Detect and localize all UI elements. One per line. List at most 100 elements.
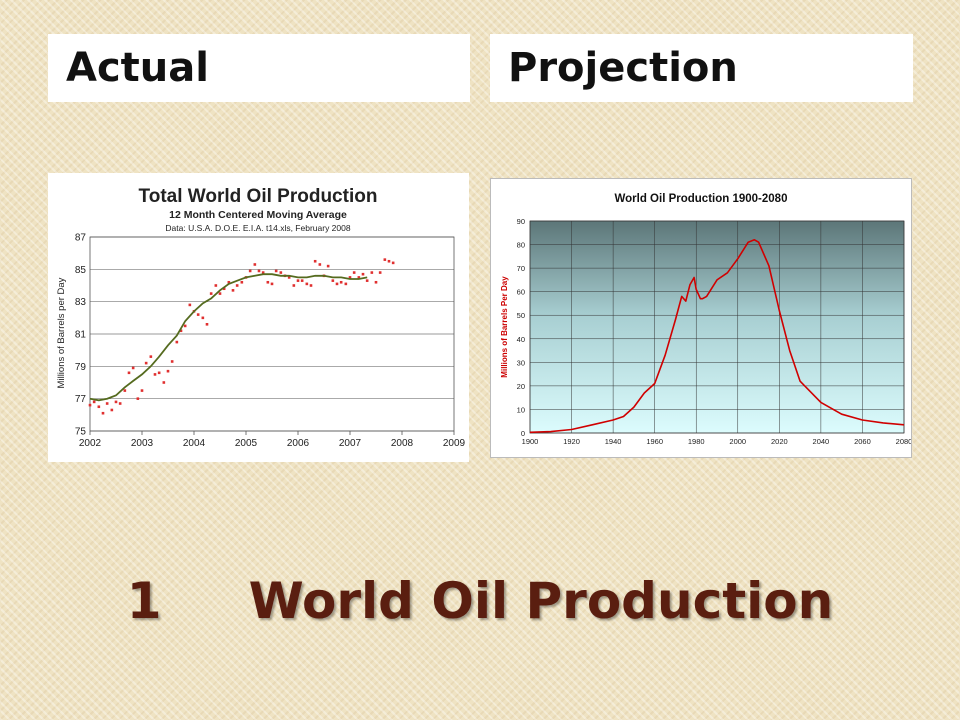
data-point [344, 282, 348, 286]
header-actual-label: Actual [66, 45, 209, 91]
data-point [300, 279, 304, 282]
data-point [383, 258, 387, 261]
data-point [97, 405, 101, 409]
data-point [127, 371, 131, 375]
data-point [261, 271, 265, 274]
x-tick-label: 2005 [235, 438, 258, 449]
data-point [339, 280, 343, 284]
data-point [326, 264, 330, 268]
chart-subtitle: 12 Month Centered Moving Average [169, 209, 347, 221]
data-point [227, 280, 231, 284]
moving-average-line [89, 273, 368, 402]
data-point [235, 284, 239, 287]
data-point [309, 284, 313, 287]
x-tick-label: 2060 [854, 437, 871, 446]
y-tick-label: 77 [75, 394, 87, 405]
data-point [149, 355, 153, 358]
x-tick-label: 2020 [771, 437, 788, 446]
y-tick-label: 81 [75, 330, 87, 341]
data-point [183, 324, 187, 328]
data-point [374, 280, 378, 284]
data-point [101, 411, 105, 415]
chart-source-note: Data: U.S.A. D.O.E. E.I.A. t14.xls, Febr… [165, 223, 350, 233]
header-projection-label: Projection [508, 45, 738, 91]
y-axis-label: Millions of Barrels per Day [56, 277, 67, 388]
header-actual: Actual [48, 34, 470, 102]
data-point [313, 259, 317, 263]
x-tick-label: 1940 [605, 437, 622, 446]
data-point [92, 400, 96, 404]
y-tick-label: 40 [517, 335, 525, 344]
data-point [287, 276, 291, 279]
slide-title: 1 World Oil Production [126, 572, 834, 630]
data-point [270, 282, 274, 286]
chart-title: World Oil Production 1900-2080 [615, 193, 788, 205]
data-point [296, 279, 300, 282]
data-point [105, 402, 109, 405]
x-tick-label: 2080 [896, 437, 911, 446]
data-point [201, 316, 205, 320]
data-point [118, 402, 122, 405]
data-point [240, 280, 244, 284]
x-tick-label: 2002 [79, 438, 102, 449]
x-tick-label: 2004 [183, 438, 206, 449]
y-tick-label: 75 [75, 427, 87, 438]
data-point [196, 313, 200, 316]
y-tick-label: 80 [517, 241, 525, 250]
data-point [162, 381, 166, 384]
data-point [214, 284, 218, 287]
data-point [166, 369, 170, 373]
data-point [279, 271, 283, 274]
data-point [218, 292, 222, 295]
y-tick-label: 85 [75, 265, 87, 276]
production-line [529, 239, 905, 434]
data-point [231, 289, 235, 292]
data-point [136, 397, 140, 400]
data-point [110, 408, 114, 412]
data-point [348, 276, 352, 279]
y-tick-label: 0 [521, 429, 525, 438]
data-point [274, 269, 278, 273]
data-point [205, 323, 209, 326]
data-point [123, 389, 127, 392]
projection-chart: World Oil Production 1900-2080 Millions … [500, 193, 912, 446]
x-tick-label: 1960 [646, 437, 663, 446]
actual-chart: Total World Oil Production 12 Month Cent… [56, 186, 466, 449]
y-tick-label: 90 [517, 217, 525, 226]
data-point [391, 261, 395, 265]
header-projection: Projection [490, 34, 913, 102]
y-tick-label: 83 [75, 297, 87, 308]
plot-area [529, 220, 905, 434]
data-point [352, 271, 356, 274]
data-point [357, 276, 361, 279]
data-point [144, 361, 148, 365]
data-point [266, 280, 270, 284]
x-tick-label: 1900 [522, 437, 539, 446]
data-point [88, 403, 92, 407]
y-tick-label: 79 [75, 362, 87, 373]
y-tick-label: 20 [517, 382, 525, 391]
data-point [248, 269, 252, 273]
y-tick-label: 87 [75, 233, 87, 244]
data-point [331, 279, 335, 282]
data-point [365, 279, 369, 282]
data-point [222, 287, 226, 291]
data-point [131, 366, 135, 370]
data-point [175, 340, 179, 344]
x-tick-label: 2003 [131, 438, 154, 449]
data-point [378, 271, 382, 274]
x-tick-label: 1920 [563, 437, 580, 446]
data-point [361, 272, 365, 276]
data-point [370, 271, 374, 274]
y-tick-label: 30 [517, 358, 525, 367]
y-tick-label: 60 [517, 288, 525, 297]
chart-title: Total World Oil Production [139, 186, 378, 207]
y-tick-label: 50 [517, 311, 525, 320]
data-point [153, 373, 157, 376]
data-point [305, 282, 309, 286]
actual-chart-panel: Total World Oil Production 12 Month Cent… [48, 173, 469, 462]
data-point [387, 259, 391, 263]
data-point [335, 282, 339, 286]
data-point [157, 371, 161, 375]
projection-chart-panel: World Oil Production 1900-2080 Millions … [490, 178, 912, 458]
